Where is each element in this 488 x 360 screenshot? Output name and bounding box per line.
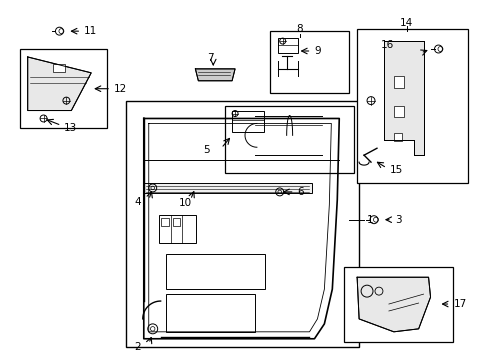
Bar [393,133,401,141]
Text: 2: 2 [134,342,141,352]
Bar [344,267,452,342]
Bar [393,105,403,117]
Text: 8: 8 [296,24,302,34]
Bar [393,76,403,88]
Bar [224,105,353,173]
Text: 12: 12 [114,84,127,94]
Text: 14: 14 [399,18,412,28]
Polygon shape [383,41,423,155]
Text: 16: 16 [380,40,393,50]
Bar [143,183,312,193]
Polygon shape [195,69,235,81]
Text: 17: 17 [452,299,466,309]
Bar [269,31,348,93]
Text: 9: 9 [314,46,321,56]
Bar [161,218,168,226]
Bar [158,215,196,243]
Text: 4: 4 [134,197,141,207]
Polygon shape [356,277,429,332]
Bar [53,64,65,72]
Text: 11: 11 [84,26,97,36]
Bar [20,49,107,129]
Bar [356,29,468,183]
Bar [126,100,358,347]
Text: 5: 5 [203,145,210,155]
Bar [172,218,180,226]
Text: 1: 1 [366,215,373,225]
Text: 13: 13 [63,123,77,134]
Text: 6: 6 [297,187,304,197]
Bar [165,255,264,289]
Text: 3: 3 [394,215,401,225]
Text: 7: 7 [206,53,213,63]
Bar [165,294,254,332]
Bar [277,38,297,53]
Text: 10: 10 [179,198,192,208]
Bar [232,111,264,132]
Polygon shape [28,57,91,111]
Text: 15: 15 [389,165,402,175]
